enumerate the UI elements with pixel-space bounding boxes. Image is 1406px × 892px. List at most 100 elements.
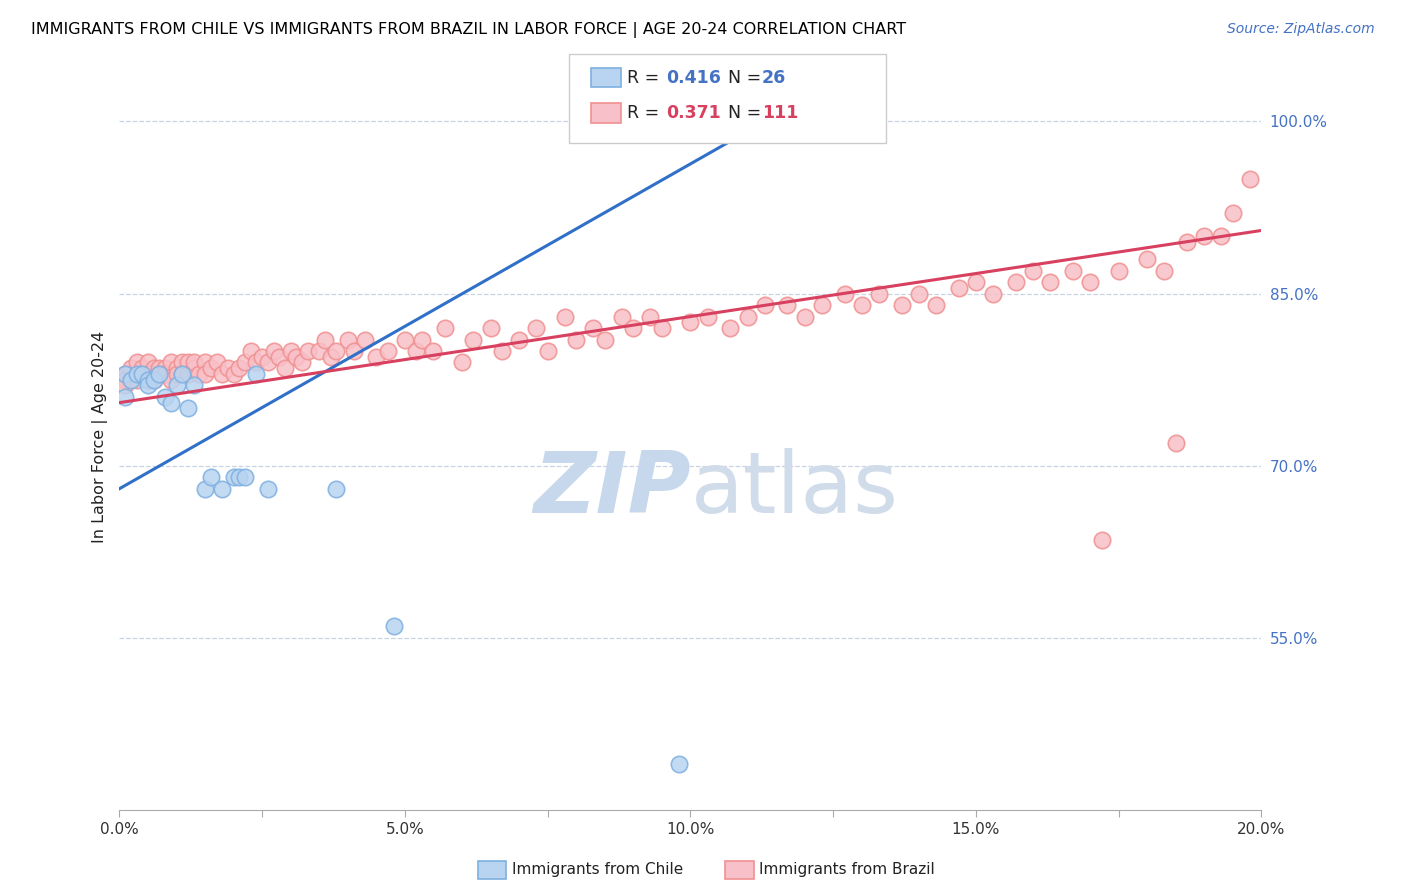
Point (239, 343, 262, 358)
Point (793, 310, 815, 324)
Point (194, 482, 217, 496)
Point (433, 321, 456, 335)
Point (291, 355, 314, 369)
Point (377, 343, 399, 358)
Point (382, 619, 405, 633)
Point (245, 367, 267, 381)
Point (114, 367, 136, 381)
Point (125, 373, 148, 387)
Point (136, 373, 159, 387)
Point (965, 275, 987, 289)
Point (524, 321, 547, 335)
Point (222, 367, 245, 381)
Point (737, 310, 759, 324)
Point (194, 367, 217, 381)
Point (834, 286, 856, 301)
Point (274, 361, 297, 376)
Point (160, 355, 183, 369)
Point (925, 298, 948, 312)
Point (211, 367, 233, 381)
Point (172, 367, 194, 381)
Point (263, 343, 285, 358)
Point (851, 298, 873, 312)
Point (211, 482, 233, 496)
Point (125, 367, 148, 381)
Point (172, 367, 194, 381)
Point (280, 343, 302, 358)
Point (131, 367, 153, 381)
Point (554, 310, 576, 324)
Point (160, 373, 183, 387)
Point (1062, 263, 1084, 277)
Point (1022, 263, 1045, 277)
Point (142, 361, 165, 376)
Point (269, 350, 291, 364)
Point (120, 373, 142, 387)
Point (1194, 229, 1216, 244)
Point (142, 373, 165, 387)
Point (257, 482, 280, 496)
Point (194, 355, 217, 369)
Point (228, 470, 250, 484)
Point (342, 343, 364, 358)
Point (479, 321, 502, 335)
Point (1175, 235, 1198, 249)
Point (136, 367, 159, 381)
Point (754, 298, 776, 312)
Point (810, 298, 832, 312)
Point (718, 321, 741, 335)
Point (405, 343, 427, 358)
Point (222, 470, 245, 484)
Text: Source: ZipAtlas.com: Source: ZipAtlas.com (1227, 22, 1375, 37)
Point (537, 343, 560, 358)
Point (228, 361, 250, 376)
Point (366, 350, 388, 364)
Point (153, 361, 176, 376)
Point (948, 281, 970, 295)
Point (148, 361, 170, 376)
Point (136, 373, 159, 387)
Point (257, 355, 280, 369)
Point (451, 355, 474, 369)
Point (1164, 435, 1187, 450)
Point (250, 350, 273, 364)
Point (160, 395, 183, 409)
Point (319, 350, 342, 364)
Point (325, 482, 347, 496)
Point (696, 310, 718, 324)
Point (120, 361, 142, 376)
Point (1039, 275, 1062, 289)
Point (1005, 275, 1028, 289)
Point (1222, 206, 1244, 220)
Point (136, 355, 159, 369)
Point (177, 367, 200, 381)
Point (245, 355, 267, 369)
Point (582, 321, 605, 335)
Point (308, 343, 330, 358)
Point (166, 367, 188, 381)
Point (183, 361, 205, 376)
Point (166, 378, 188, 392)
Point (217, 361, 239, 376)
Text: atlas: atlas (690, 448, 898, 531)
Point (188, 367, 211, 381)
Text: N =: N = (728, 104, 768, 122)
Point (1078, 275, 1101, 289)
Point (640, 310, 662, 324)
Text: 26: 26 (762, 69, 786, 87)
Point (205, 355, 228, 369)
Point (411, 333, 433, 347)
Point (153, 390, 176, 404)
Point (148, 367, 170, 381)
Text: 0.371: 0.371 (666, 104, 721, 122)
Y-axis label: In Labor Force | Age 20-24: In Labor Force | Age 20-24 (93, 331, 108, 543)
Point (114, 373, 136, 387)
Point (148, 367, 170, 381)
Point (114, 367, 136, 381)
Point (422, 343, 444, 358)
Point (1136, 252, 1159, 267)
Point (354, 333, 377, 347)
Point (114, 378, 136, 392)
Point (183, 378, 205, 392)
Point (651, 321, 673, 335)
